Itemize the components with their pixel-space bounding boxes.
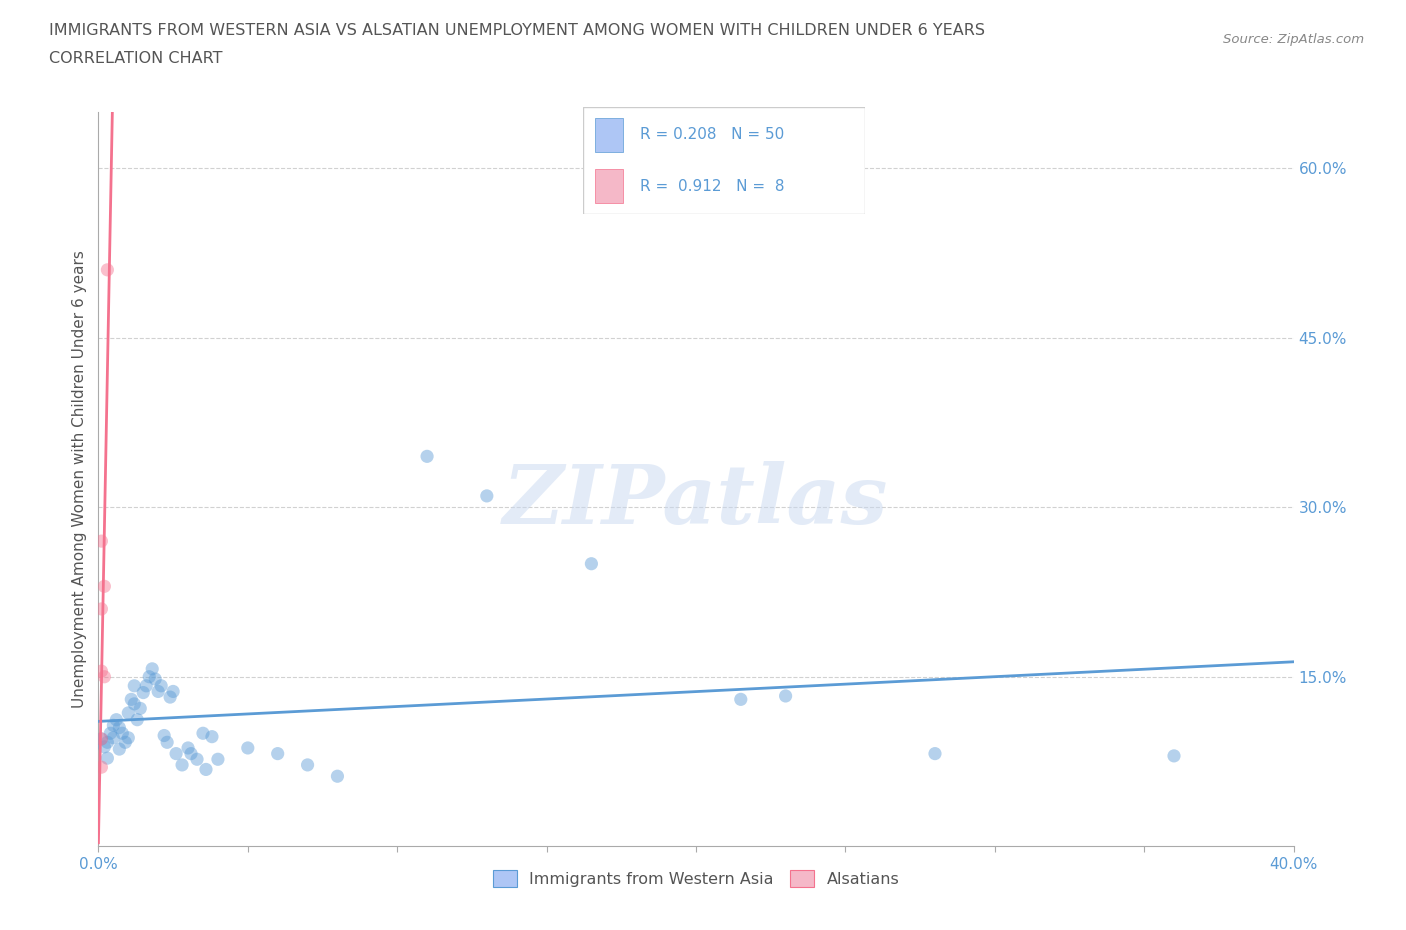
Point — [148, 684, 170, 698]
Point — [730, 692, 752, 707]
Point — [326, 769, 349, 784]
Point — [924, 746, 946, 761]
Point — [236, 740, 259, 755]
Point — [124, 678, 146, 693]
Point — [177, 740, 200, 755]
Point — [1163, 749, 1185, 764]
Point — [93, 670, 115, 684]
Point — [150, 678, 173, 693]
Point — [90, 664, 112, 679]
Point — [156, 735, 179, 750]
Point — [90, 534, 112, 549]
Point — [111, 725, 134, 740]
FancyBboxPatch shape — [583, 107, 865, 214]
Point — [90, 760, 112, 775]
Text: R =  0.912   N =  8: R = 0.912 N = 8 — [640, 179, 785, 193]
Point — [124, 697, 146, 711]
Point — [138, 670, 160, 684]
Point — [117, 706, 139, 721]
Point — [143, 671, 166, 686]
Point — [103, 730, 125, 745]
Point — [135, 678, 157, 693]
Text: ZIPatlas: ZIPatlas — [503, 461, 889, 541]
Point — [90, 732, 112, 747]
Point — [120, 692, 142, 707]
Point — [141, 661, 163, 676]
Point — [195, 762, 218, 777]
Y-axis label: Unemployment Among Women with Children Under 6 years: Unemployment Among Women with Children U… — [72, 250, 87, 708]
Point — [90, 732, 112, 747]
Point — [96, 751, 118, 765]
Point — [105, 712, 128, 727]
Legend: Immigrants from Western Asia, Alsatians: Immigrants from Western Asia, Alsatians — [486, 864, 905, 894]
Point — [108, 720, 131, 735]
Point — [159, 690, 181, 705]
Bar — [595, 118, 623, 152]
Point — [297, 757, 319, 772]
Point — [103, 718, 125, 733]
Point — [96, 735, 118, 750]
Point — [201, 729, 224, 744]
Point — [581, 556, 603, 571]
Point — [186, 751, 208, 766]
Point — [93, 739, 115, 754]
Point — [127, 712, 149, 727]
Point — [117, 730, 139, 745]
Point — [114, 735, 136, 750]
Point — [475, 488, 498, 503]
Point — [162, 684, 184, 698]
Point — [775, 688, 797, 703]
Point — [98, 725, 122, 740]
Point — [267, 746, 290, 761]
Text: Source: ZipAtlas.com: Source: ZipAtlas.com — [1223, 33, 1364, 46]
Bar — [595, 169, 623, 204]
Text: CORRELATION CHART: CORRELATION CHART — [49, 51, 222, 66]
Point — [191, 725, 214, 740]
Point — [93, 578, 115, 593]
Point — [172, 757, 194, 772]
Text: R = 0.208   N = 50: R = 0.208 N = 50 — [640, 127, 785, 142]
Point — [108, 741, 131, 756]
Point — [90, 602, 112, 617]
Point — [153, 728, 176, 743]
Point — [96, 262, 118, 277]
Point — [180, 746, 202, 761]
Point — [129, 701, 152, 716]
Point — [207, 751, 229, 766]
Point — [132, 685, 155, 700]
Point — [165, 746, 187, 761]
Text: IMMIGRANTS FROM WESTERN ASIA VS ALSATIAN UNEMPLOYMENT AMONG WOMEN WITH CHILDREN : IMMIGRANTS FROM WESTERN ASIA VS ALSATIAN… — [49, 23, 986, 38]
Point — [416, 449, 439, 464]
